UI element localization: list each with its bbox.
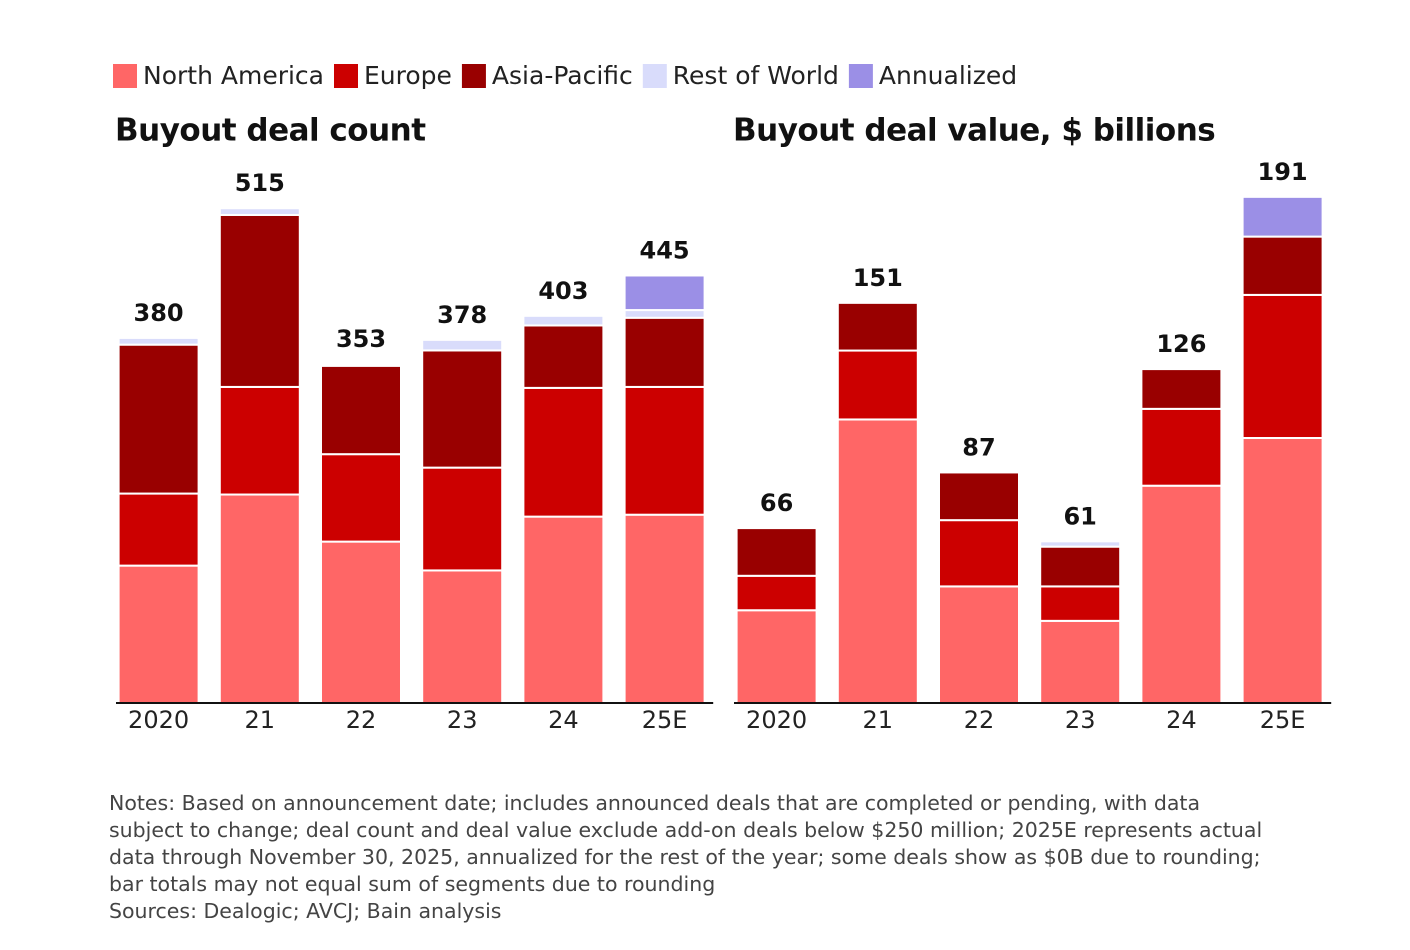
total-label: 126 [1156, 330, 1206, 358]
x-tick-label: 21 [863, 706, 894, 734]
bar-segment: North America [623, 513, 706, 705]
bar-segment: Rest of World [522, 314, 605, 327]
bar-segment: North America [1039, 619, 1122, 704]
bar-segment: Annualized [623, 274, 706, 312]
bar-segment: North America [522, 515, 605, 704]
bar-segment: North America [320, 540, 402, 704]
x-tick-label: 22 [964, 706, 995, 734]
total-label: 515 [235, 169, 285, 197]
total-label: 380 [134, 299, 184, 327]
bar-segment: North America [117, 564, 200, 704]
bar-segment: Rest of World [117, 336, 200, 346]
total-label: 61 [1063, 502, 1096, 530]
bar-segment: Asia-Pacific [320, 364, 402, 456]
total-label: 87 [962, 433, 995, 461]
total-label: 191 [1258, 158, 1308, 186]
legend-label: Asia-Pacific [492, 61, 633, 90]
bar-segment: Europe [836, 349, 919, 421]
bar-segment: Asia-Pacific [623, 316, 706, 388]
bar-segment: North America [421, 569, 504, 705]
bar-segment: Rest of World [623, 309, 706, 319]
note-line: data through November 30, 2025, annualiz… [109, 845, 1261, 869]
bar-segment: Rest of World [218, 207, 301, 216]
bar-segment: Europe [735, 574, 818, 612]
legend-label: North America [143, 61, 324, 90]
chart-title: Buyout deal count [115, 113, 426, 149]
bar-segment: Europe [522, 386, 605, 518]
bar-segment: Asia-Pacific [836, 301, 919, 352]
bar-segment: Rest of World [1039, 540, 1122, 548]
bar-segment: Annualized [1241, 195, 1324, 238]
x-tick-label: 22 [346, 706, 377, 734]
bar-segment: Rest of World [320, 362, 402, 367]
total-label: 66 [760, 489, 793, 517]
bar-segment: Europe [1039, 585, 1122, 622]
bar-segment: Asia-Pacific [1140, 368, 1223, 410]
total-label: 151 [853, 264, 903, 292]
x-tick-label: 21 [245, 706, 276, 734]
bar-segment: Asia-Pacific [117, 343, 200, 495]
x-tick-label: 25E [642, 706, 688, 734]
bar-segment: Asia-Pacific [938, 471, 1020, 522]
note-line: Notes: Based on announcement date; inclu… [109, 791, 1200, 815]
x-tick-label: 24 [548, 706, 579, 734]
total-label: 403 [538, 277, 588, 305]
bar-segment: Europe [1241, 293, 1324, 439]
x-tick-label: 23 [1065, 706, 1096, 734]
x-tick-label: 25E [1260, 706, 1306, 734]
x-tick-label: 2020 [746, 706, 807, 734]
bar-segment: Asia-Pacific [218, 213, 301, 388]
total-label: 353 [336, 325, 386, 353]
legend-label: Annualized [879, 61, 1017, 90]
bar-segment: North America [836, 418, 919, 704]
bar-segment: North America [1241, 437, 1324, 704]
bar-segment: Europe [218, 385, 301, 496]
bar-segment: Europe [117, 492, 200, 567]
x-tick-label: 23 [447, 706, 478, 734]
bar-segment: Asia-Pacific [1241, 235, 1324, 296]
legend-label: Rest of World [673, 61, 839, 90]
note-line: bar totals may not equal sum of segments… [109, 872, 715, 896]
bar-segment: Europe [938, 519, 1020, 588]
bar-segment: North America [938, 585, 1020, 705]
bar-segment: Asia-Pacific [1039, 545, 1122, 588]
bar-segment: North America [1140, 484, 1223, 705]
bar-segment: Asia-Pacific [735, 527, 818, 577]
bar-segment: North America [218, 493, 301, 704]
sources: Sources: Dealogic; AVCJ; Bain analysis [109, 899, 501, 923]
legend-label: Europe [364, 61, 452, 90]
note-line: subject to change; deal count and deal v… [109, 818, 1262, 842]
bar-segment: Europe [1140, 407, 1223, 487]
legend-swatch [113, 64, 137, 88]
bar-segment: Asia-Pacific [522, 324, 605, 389]
bar-segment: North America [735, 609, 818, 704]
total-label: 445 [640, 236, 690, 264]
bar-segment: Europe [623, 385, 706, 516]
bar-segment: Europe [320, 453, 402, 543]
x-tick-label: 2020 [128, 706, 189, 734]
legend-swatch [461, 64, 486, 88]
bar-segment: Europe [421, 466, 504, 572]
x-tick-label: 24 [1166, 706, 1197, 734]
total-label: 378 [437, 301, 487, 329]
bar-segment: Asia-Pacific [421, 349, 504, 469]
legend-swatch [848, 64, 873, 88]
chart-title: Buyout deal value, $ billions [733, 113, 1215, 149]
legend-swatch [642, 64, 667, 88]
legend-swatch [334, 64, 358, 88]
bar-segment: Rest of World [421, 338, 504, 352]
